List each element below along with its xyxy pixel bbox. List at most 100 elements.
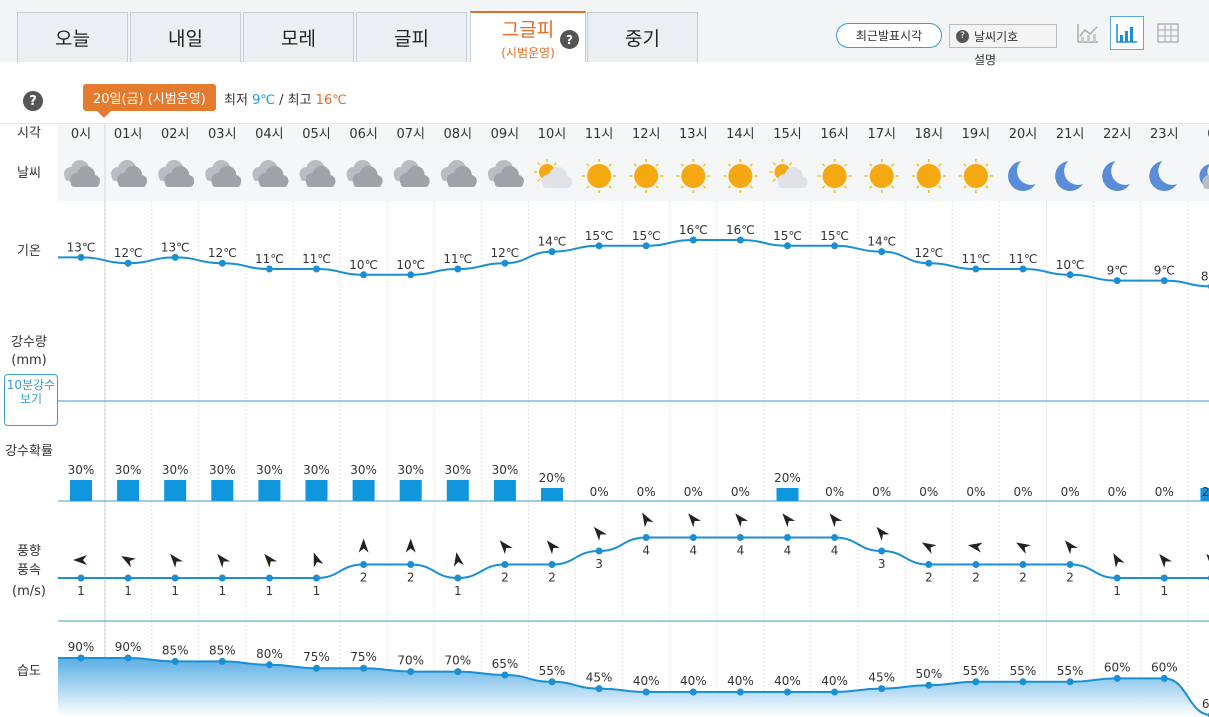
- precip-prob-bar: [493, 480, 516, 501]
- precip-prob-label: 0%: [872, 485, 891, 499]
- temperature-point: [1113, 277, 1121, 285]
- wind-arrow-icon: [829, 513, 843, 528]
- wind-point: [642, 534, 650, 541]
- wind-arrow-icon: [1206, 553, 1209, 568]
- partly-sunny-icon: [534, 159, 572, 188]
- ten-minute-precip-button[interactable]: 10분강수 보기: [4, 374, 58, 426]
- precip-prob-label: 30%: [256, 463, 283, 477]
- temperature-label: 16℃: [726, 223, 755, 237]
- wind-arrow-icon: [405, 538, 416, 553]
- wind-arrow-icon: [688, 513, 701, 528]
- hour-label: 23시: [1150, 127, 1179, 142]
- humidity-point: [548, 678, 556, 686]
- temperature-point: [1066, 271, 1074, 279]
- wind-point: [501, 561, 509, 568]
- help-icon[interactable]: ?: [23, 91, 43, 111]
- max-temp-value: 16℃: [315, 93, 347, 108]
- humidity-label: 6%: [1202, 697, 1209, 711]
- precip-prob-label: 0%: [966, 485, 985, 499]
- min-temp-value: 9℃: [252, 93, 275, 108]
- wind-point: [124, 574, 132, 582]
- temperature-point: [501, 259, 509, 267]
- moon-icon: [1102, 157, 1140, 191]
- tab-label: 그글피: [501, 18, 555, 41]
- hour-label: 06시: [349, 127, 378, 142]
- precip-prob-label: 0%: [919, 485, 938, 499]
- temperature-point: [218, 259, 226, 267]
- cloudy-icon: [487, 160, 524, 187]
- bar-graph-view-button[interactable]: [1110, 16, 1144, 50]
- wind-arrow-icon: [358, 538, 369, 553]
- wind-speed-label: 2: [1019, 571, 1027, 585]
- weather-symbol-button[interactable]: ? 날씨기호: [949, 24, 1057, 48]
- temperature-label: 15℃: [585, 229, 614, 243]
- temperature-point: [454, 265, 462, 273]
- wind-point: [878, 547, 886, 555]
- tab-today[interactable]: 오늘: [17, 12, 128, 62]
- wind-arrow-icon: [1016, 542, 1031, 554]
- wind-point: [218, 574, 226, 582]
- sunny-icon: [864, 159, 899, 193]
- temperature-label: 11℃: [1009, 252, 1038, 266]
- humidity-point: [1113, 674, 1121, 682]
- moon-icon: [1008, 157, 1045, 191]
- tab-four-days-later[interactable]: 그글피 (시범운영) ?: [470, 11, 586, 62]
- wind-arrow-icon: [1113, 553, 1125, 568]
- row-label-wind-b: 풍속: [17, 563, 41, 578]
- humidity-point: [784, 688, 791, 696]
- wind-speed-label: 4: [831, 544, 839, 558]
- humidity-label: 90%: [68, 640, 95, 654]
- humidity-point: [313, 664, 320, 672]
- temperature-point: [878, 248, 886, 256]
- table-view-button[interactable]: [1151, 16, 1185, 50]
- temperature-point: [360, 271, 368, 279]
- hour-label: 03시: [208, 127, 237, 142]
- partly-sunny-icon: [769, 159, 808, 188]
- hour-label: 04시: [255, 127, 284, 142]
- wind-point: [595, 547, 603, 555]
- temperature-point: [831, 242, 839, 250]
- humidity-point: [689, 688, 697, 696]
- moon-icon: [1055, 157, 1093, 191]
- humidity-label: 40%: [821, 674, 848, 688]
- temperature-point: [925, 259, 933, 267]
- sunny-icon: [817, 159, 852, 193]
- humidity-label: 40%: [774, 674, 801, 688]
- cloudy-icon: [346, 160, 383, 187]
- wind-arrow-icon: [642, 512, 654, 528]
- wind-arrow-icon: [1064, 540, 1078, 555]
- wind-speed-label: 2: [501, 571, 509, 585]
- tab-mid-term[interactable]: 중기: [587, 12, 698, 62]
- humidity-label: 85%: [162, 643, 189, 657]
- wind-speed-label: 2: [972, 571, 980, 585]
- temperature-point: [595, 242, 603, 250]
- temperature-label: 12℃: [914, 246, 943, 260]
- wind-speed-label: 1: [218, 584, 226, 598]
- help-icon[interactable]: ?: [560, 30, 579, 49]
- precip-prob-bar: [258, 480, 281, 501]
- tab-label: 내일: [168, 28, 203, 50]
- humidity-point: [501, 671, 509, 679]
- humidity-label: 80%: [256, 647, 283, 661]
- line-graph-view-button[interactable]: [1071, 16, 1105, 50]
- wind-point: [1066, 561, 1074, 568]
- tab-label: 오늘: [55, 28, 90, 50]
- humidity-label: 70%: [444, 654, 471, 668]
- precip-prob-label: 30%: [209, 463, 236, 477]
- hour-label: 20시: [1009, 127, 1038, 142]
- hour-label: 02시: [161, 127, 190, 142]
- precip-prob-bar: [446, 480, 469, 501]
- sunny-icon: [629, 159, 664, 193]
- recent-release-button[interactable]: 최근발표시각: [836, 23, 942, 48]
- temperature-label: 12℃: [491, 246, 520, 260]
- precip-prob-label: 30%: [444, 463, 471, 477]
- temperature-label: 11℃: [302, 252, 331, 266]
- precip-prob-label: 0%: [637, 485, 656, 499]
- humidity-point: [1160, 674, 1168, 682]
- wind-speed-label: 1: [1113, 584, 1121, 598]
- wind-speed-label: 4: [737, 544, 745, 558]
- tab-three-days-later[interactable]: 글피: [356, 12, 467, 62]
- tab-day-after-tomorrow[interactable]: 모레: [243, 12, 354, 62]
- tab-tomorrow[interactable]: 내일: [130, 12, 241, 62]
- humidity-label: 75%: [303, 650, 330, 664]
